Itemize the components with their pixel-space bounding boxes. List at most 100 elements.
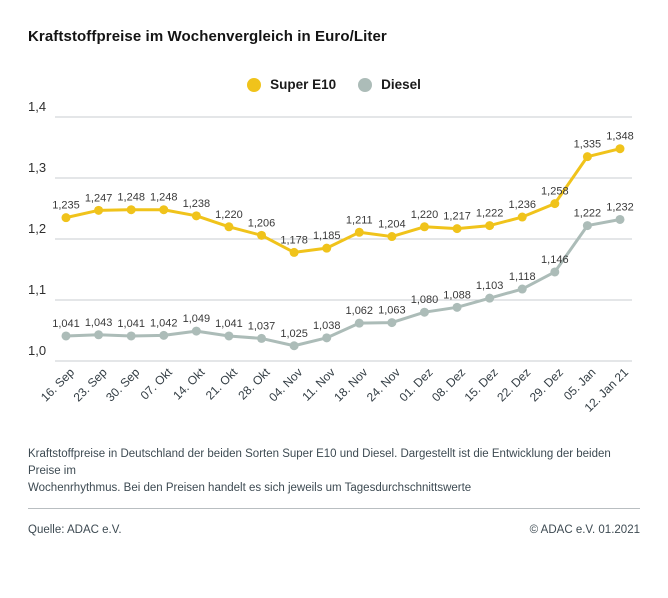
diesel-value-label: 1,041 bbox=[215, 318, 243, 330]
y-tick-label: 1,2 bbox=[28, 221, 46, 236]
diesel-marker bbox=[419, 307, 429, 317]
diesel-value-label: 1,042 bbox=[150, 317, 178, 329]
diesel-value-label: 1,103 bbox=[476, 280, 504, 292]
diesel-marker bbox=[452, 302, 462, 312]
diesel-value-label: 1,088 bbox=[443, 289, 471, 301]
super-e10-value-label: 1,248 bbox=[117, 192, 145, 204]
diesel-marker bbox=[615, 214, 625, 224]
super-e10-marker bbox=[191, 211, 201, 221]
diesel-marker bbox=[159, 330, 169, 340]
x-tick-label: 01. Dez bbox=[396, 365, 435, 404]
y-tick-label: 1,4 bbox=[28, 100, 46, 114]
super-e10-value-label: 1,348 bbox=[606, 131, 634, 143]
super-e10-marker bbox=[550, 199, 560, 209]
caption-line-2: Wochenrhythmus. Bei den Preisen handelt … bbox=[28, 482, 472, 494]
source-text: Quelle: ADAC e.V. bbox=[28, 524, 122, 536]
series-diesel: 1,041 1,043 1,041 1,042 1,049 1,041 1,037 1,025… bbox=[52, 201, 634, 351]
super-e10-marker bbox=[322, 243, 332, 253]
super-e10-marker bbox=[485, 221, 495, 231]
x-tick-label: 29. Dez bbox=[527, 365, 566, 404]
super-e10-value-label: 1,211 bbox=[346, 214, 373, 226]
diesel-line bbox=[64, 217, 622, 348]
diesel-marker bbox=[289, 341, 299, 351]
diesel-value-label: 1,043 bbox=[85, 317, 113, 329]
super-e10-value-label: 1,238 bbox=[183, 198, 211, 210]
super-e10-value-label: 1,220 bbox=[411, 209, 439, 221]
diesel-value-label: 1,232 bbox=[606, 201, 634, 213]
diesel-marker bbox=[517, 284, 527, 294]
diesel-marker bbox=[582, 221, 592, 231]
super-e10-value-label: 1,220 bbox=[215, 209, 243, 221]
diesel-marker bbox=[322, 333, 332, 343]
super-e10-marker bbox=[452, 224, 462, 234]
super-e10-value-label: 1,335 bbox=[574, 139, 602, 151]
diesel-marker bbox=[354, 318, 364, 328]
super-e10-marker bbox=[615, 144, 625, 154]
diesel-marker bbox=[61, 331, 71, 341]
diesel-marker bbox=[94, 330, 104, 340]
diesel-value-label: 1,037 bbox=[248, 320, 276, 332]
x-tick-label: 14. Okt bbox=[170, 365, 208, 403]
diesel-value-label: 1,041 bbox=[52, 318, 80, 330]
super-e10-marker bbox=[289, 247, 299, 257]
diesel-dot-icon bbox=[358, 77, 373, 92]
series-super-e10: 1,235 1,247 1,248 1,248 1,238 1,220 1,206 1,178… bbox=[52, 131, 634, 257]
super-e10-marker bbox=[354, 227, 364, 237]
super-e10-value-label: 1,178 bbox=[280, 234, 308, 246]
super-e10-dot-icon bbox=[247, 77, 262, 92]
y-axis-tick-labels: 1,0 1,1 1,2 1,3 1,4 bbox=[28, 100, 46, 358]
legend-entry-diesel: Diesel bbox=[358, 77, 421, 92]
super-e10-marker bbox=[257, 230, 267, 240]
x-tick-label: 18. Nov bbox=[331, 365, 370, 404]
footer-divider bbox=[28, 508, 640, 509]
x-tick-label: 30. Sep bbox=[103, 365, 142, 404]
legend-entry-super-e10: Super E10 bbox=[247, 77, 336, 92]
super-e10-value-label: 1,222 bbox=[476, 208, 504, 220]
super-e10-value-label: 1,204 bbox=[378, 219, 406, 231]
diesel-marker bbox=[191, 326, 201, 336]
caption-line-1: Kraftstoffpreise in Deutschland der beid… bbox=[28, 448, 611, 477]
super-e10-marker bbox=[94, 205, 104, 215]
y-tick-label: 1,0 bbox=[28, 343, 46, 358]
diesel-value-label: 1,222 bbox=[574, 208, 602, 220]
diesel-value-label: 1,025 bbox=[280, 328, 308, 340]
x-tick-label: 24. Nov bbox=[364, 365, 403, 404]
super-e10-marker bbox=[582, 152, 592, 162]
super-e10-value-label: 1,185 bbox=[313, 230, 341, 242]
diesel-marker bbox=[550, 267, 560, 277]
y-tick-label: 1,3 bbox=[28, 160, 46, 175]
diesel-marker bbox=[387, 318, 397, 328]
copyright-text: © ADAC e.V. 01.2021 bbox=[529, 524, 640, 536]
diesel-marker bbox=[257, 333, 267, 343]
super-e10-line bbox=[64, 147, 622, 254]
x-tick-label: 22. Dez bbox=[494, 365, 533, 404]
super-e10-value-label: 1,247 bbox=[85, 192, 113, 204]
page-title: Kraftstoffpreise im Wochenvergleich in E… bbox=[28, 28, 387, 45]
super-e10-marker bbox=[419, 222, 429, 232]
x-tick-label: 08. Dez bbox=[429, 365, 468, 404]
diesel-marker bbox=[224, 331, 234, 341]
super-e10-marker bbox=[159, 205, 169, 215]
super-e10-value-label: 1,248 bbox=[150, 192, 178, 204]
super-e10-marker bbox=[517, 212, 527, 222]
diesel-value-label: 1,049 bbox=[183, 313, 211, 325]
super-e10-marker bbox=[387, 232, 397, 242]
super-e10-value-label: 1,206 bbox=[248, 217, 276, 229]
super-e10-marker bbox=[61, 213, 71, 223]
diesel-value-label: 1,041 bbox=[117, 318, 145, 330]
super-e10-marker bbox=[126, 205, 136, 215]
diesel-value-label: 1,062 bbox=[346, 305, 374, 317]
x-tick-label: 07. Okt bbox=[138, 365, 176, 403]
legend-label-diesel: Diesel bbox=[381, 77, 421, 92]
diesel-marker bbox=[485, 293, 495, 303]
x-tick-label: 21. Okt bbox=[203, 365, 241, 403]
super-e10-value-label: 1,235 bbox=[52, 200, 80, 212]
x-tick-label: 04. Nov bbox=[266, 365, 305, 404]
super-e10-value-label: 1,236 bbox=[508, 199, 536, 211]
x-tick-label: 11. Nov bbox=[299, 365, 338, 404]
super-e10-marker bbox=[224, 222, 234, 232]
diesel-value-label: 1,118 bbox=[509, 271, 536, 283]
chart-legend: Super E10 Diesel bbox=[0, 77, 668, 92]
